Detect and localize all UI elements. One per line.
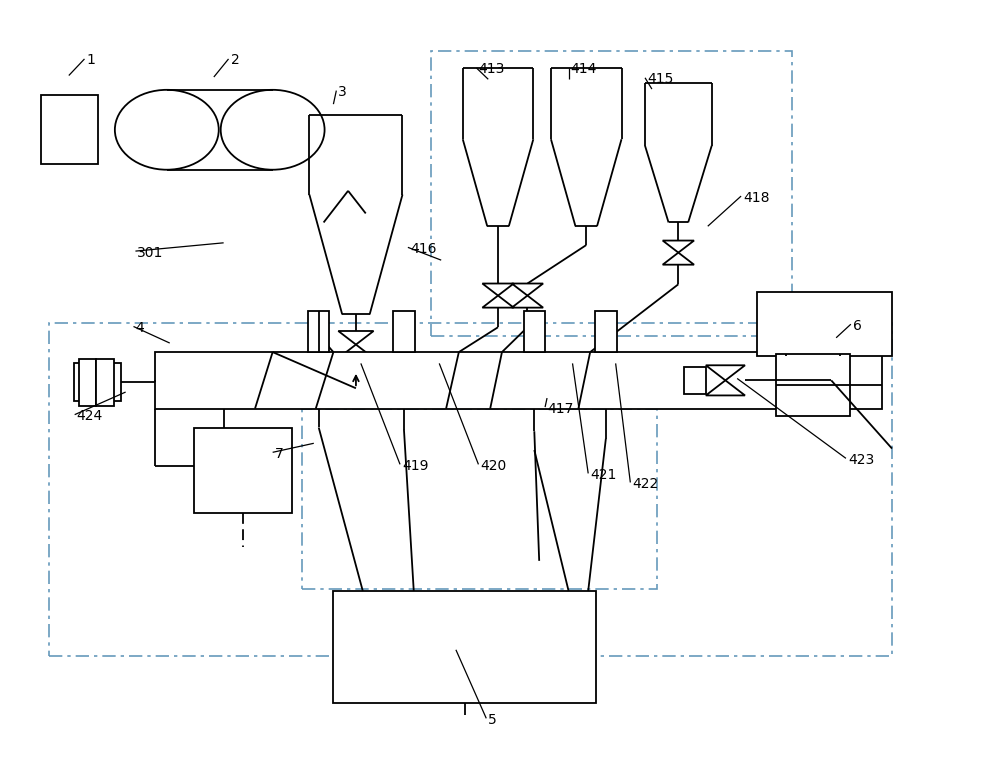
Polygon shape: [482, 284, 514, 295]
Bar: [155, 352, 882, 408]
Text: 6: 6: [853, 318, 862, 333]
Polygon shape: [512, 284, 543, 295]
Polygon shape: [338, 345, 374, 358]
Text: 422: 422: [632, 477, 659, 491]
Text: 414: 414: [571, 62, 597, 76]
Text: 3: 3: [338, 85, 347, 99]
Bar: [333, 591, 596, 703]
Polygon shape: [482, 295, 514, 308]
Text: 421: 421: [590, 468, 617, 482]
Polygon shape: [512, 295, 543, 308]
Polygon shape: [663, 252, 694, 265]
Text: 7: 7: [275, 447, 283, 461]
Bar: [74, 364, 121, 401]
Text: 417: 417: [547, 401, 573, 415]
Bar: [302, 408, 657, 590]
Text: 418: 418: [743, 191, 770, 205]
Text: 2: 2: [230, 53, 239, 68]
Text: 423: 423: [848, 453, 874, 467]
Text: 301: 301: [137, 245, 164, 260]
Bar: [41, 95, 98, 165]
Bar: [49, 323, 892, 656]
Text: 415: 415: [647, 72, 673, 86]
Polygon shape: [663, 241, 694, 252]
Bar: [524, 311, 545, 352]
Bar: [79, 359, 96, 405]
Text: 4: 4: [135, 321, 144, 335]
Text: 416: 416: [410, 241, 436, 256]
Text: 413: 413: [478, 62, 505, 76]
Bar: [776, 355, 850, 416]
Bar: [393, 311, 415, 352]
Bar: [96, 359, 114, 405]
Bar: [757, 291, 892, 356]
Bar: [431, 51, 792, 335]
Text: 424: 424: [77, 409, 103, 423]
Bar: [684, 367, 706, 394]
Text: 419: 419: [402, 459, 428, 473]
Bar: [595, 311, 617, 352]
Text: 420: 420: [480, 459, 507, 473]
Polygon shape: [706, 365, 745, 381]
Text: 1: 1: [86, 53, 95, 68]
Text: 5: 5: [488, 713, 497, 727]
Polygon shape: [338, 331, 374, 345]
Bar: [194, 428, 292, 513]
Polygon shape: [706, 381, 745, 395]
Bar: [308, 311, 329, 352]
